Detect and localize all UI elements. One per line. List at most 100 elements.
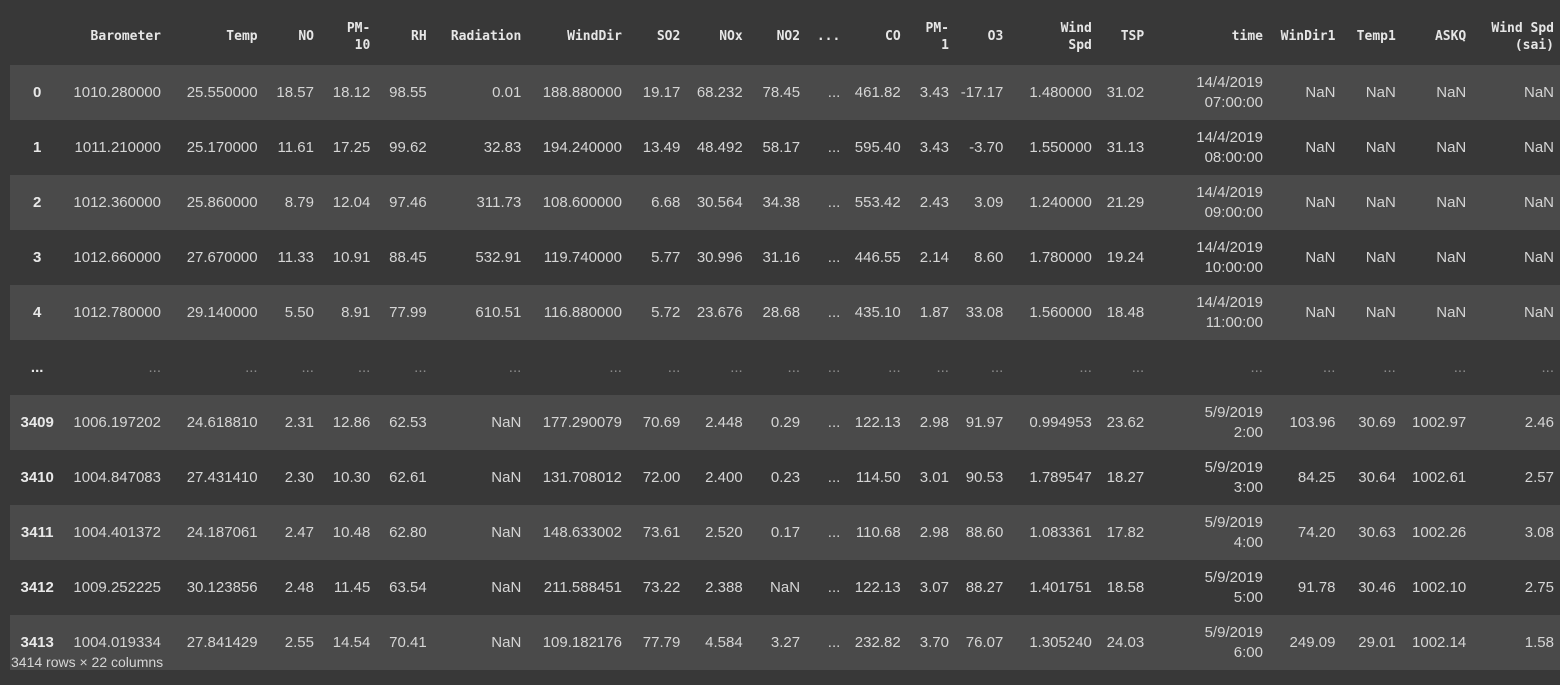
table-cell: 103.96: [1289, 413, 1336, 431]
table-cell: 0.01: [492, 83, 522, 101]
table-cell: 1009.252225: [73, 578, 161, 596]
table-row: 3 1012.660000 27.670000 11.33 10.91 88.45 532.…: [10, 230, 1560, 285]
table-cell: 194.240000: [542, 138, 622, 156]
table-cell: 5/9/2019 3:00: [1204, 458, 1263, 496]
table-cell: NaN: [491, 633, 522, 651]
table-cell: ...: [787, 358, 801, 376]
table-cell: 211.588451: [543, 578, 622, 596]
table-cell: 8.60: [974, 248, 1004, 266]
table-cell: 532.91: [475, 248, 522, 266]
table-cell: 3.43: [919, 138, 949, 156]
table-cell: 91.78: [1297, 578, 1336, 596]
table-cell: 461.82: [854, 83, 901, 101]
row-index: 0: [33, 84, 42, 101]
table-cell: 29.140000: [186, 303, 258, 321]
row-index: 3: [33, 249, 42, 266]
table-cell: ...: [827, 468, 841, 486]
table-cell: 8.91: [341, 303, 371, 321]
table-cell: 31.13: [1106, 138, 1145, 156]
table-cell: 25.550000: [186, 83, 258, 101]
table-cell: ...: [609, 358, 622, 376]
table-cell: 12.04: [332, 193, 371, 211]
table-cell: 72.00: [642, 468, 681, 486]
table-cell: 14/4/2019 11:00:00: [1196, 293, 1263, 331]
table-cell: 21.29: [1106, 193, 1145, 211]
table-cell: ...: [508, 358, 522, 376]
table-cell: 114.50: [855, 468, 901, 486]
table-cell: NaN: [491, 578, 522, 596]
table-row: 3412 1009.252225 30.123856 2.48 11.45 63.54 Na…: [10, 560, 1560, 615]
table-cell: NaN: [1436, 193, 1467, 211]
table-cell: 11.45: [333, 578, 371, 596]
table-cell: 70.41: [389, 633, 427, 651]
column-header: Temp1: [1356, 29, 1396, 44]
table-cell: ...: [667, 358, 681, 376]
table-row: 3413 1004.019334 27.841429 2.55 14.54 70.41 Na…: [10, 615, 1560, 670]
table-row: 4 1012.780000 29.140000 5.50 8.91 77.99 610.51…: [10, 285, 1560, 340]
table-cell: 90.53: [965, 468, 1004, 486]
table-cell: 3.09: [974, 193, 1004, 211]
table-cell: 1.58: [1524, 633, 1554, 651]
table-cell: 11.33: [277, 248, 314, 266]
table-cell: 14/4/2019 08:00:00: [1196, 128, 1263, 166]
table-cell: ...: [301, 358, 314, 376]
table-cell: 2.388: [705, 578, 743, 596]
table-cell: 1002.97: [1412, 413, 1467, 431]
table-cell: 595.40: [854, 138, 901, 156]
table-cell: ...: [1079, 358, 1092, 376]
table-cell: 62.80: [389, 523, 427, 541]
table-cell: 10.48: [332, 523, 371, 541]
row-index: 3409: [20, 414, 54, 431]
table-cell: 88.27: [965, 578, 1004, 596]
column-header: Barometer: [90, 29, 161, 44]
table-cell: 2.98: [919, 413, 949, 431]
table-cell: 109.182176: [542, 633, 622, 651]
column-header: ...: [816, 29, 841, 44]
table-cell: 18.57: [276, 83, 314, 101]
table-cell: ...: [1322, 358, 1336, 376]
table-cell: 1.083361: [1029, 523, 1092, 541]
table-cell: 1.305240: [1029, 633, 1092, 651]
table-cell: 1002.26: [1412, 523, 1467, 541]
table-row: 1 1011.210000 25.170000 11.61 17.25 99.62 32.8…: [10, 120, 1560, 175]
column-header: Wind Spd (sai): [1491, 20, 1554, 53]
column-header: PM- 10: [346, 20, 371, 53]
table-cell: 17.25: [332, 138, 371, 156]
table-cell: 4.584: [705, 633, 743, 651]
table-cell: 148.633002: [542, 523, 622, 541]
table-cell: 1.480000: [1029, 83, 1092, 101]
table-cell: 122.13: [854, 413, 901, 431]
table-cell: 5/9/2019 2:00: [1204, 403, 1263, 441]
table-cell: 30.996: [696, 248, 743, 266]
table-cell: 31.16: [762, 248, 801, 266]
table-cell: 84.25: [1297, 468, 1336, 486]
table-cell: 33.08: [965, 303, 1004, 321]
table-cell: NaN: [1305, 303, 1336, 321]
table-cell: ...: [827, 303, 841, 321]
table-cell: 24.03: [1106, 633, 1145, 651]
table-cell: 62.61: [389, 468, 427, 486]
table-cell: NaN: [1365, 193, 1396, 211]
column-header: WinDir1: [1280, 29, 1336, 44]
table-cell: -3.70: [969, 138, 1004, 156]
table-cell: 18.48: [1106, 303, 1145, 321]
table-cell: ...: [827, 523, 841, 541]
table-cell: 3.27: [770, 633, 801, 651]
table-cell: 97.46: [389, 193, 427, 211]
table-cell: 188.880000: [542, 83, 622, 101]
table-cell: ...: [1383, 358, 1396, 376]
table-cell: 0.17: [770, 523, 801, 541]
table-cell: 2.55: [284, 633, 314, 651]
table-cell: ...: [148, 358, 161, 376]
table-cell: ...: [1250, 358, 1263, 376]
table-cell: 3.01: [919, 468, 949, 486]
table-cell: 177.290079: [542, 413, 622, 431]
table-cell: 1010.280000: [73, 83, 161, 101]
table-cell: 5/9/2019 6:00: [1204, 623, 1263, 661]
column-header: SO2: [656, 29, 681, 44]
table-cell: ...: [730, 358, 743, 376]
table-cell: NaN: [1523, 193, 1554, 211]
dataframe-table: Barometer Temp NO PM- 10 RH Radiation WindDir S…: [10, 8, 1560, 670]
table-cell: 2.520: [705, 523, 743, 541]
table-cell: 19.24: [1106, 248, 1145, 266]
